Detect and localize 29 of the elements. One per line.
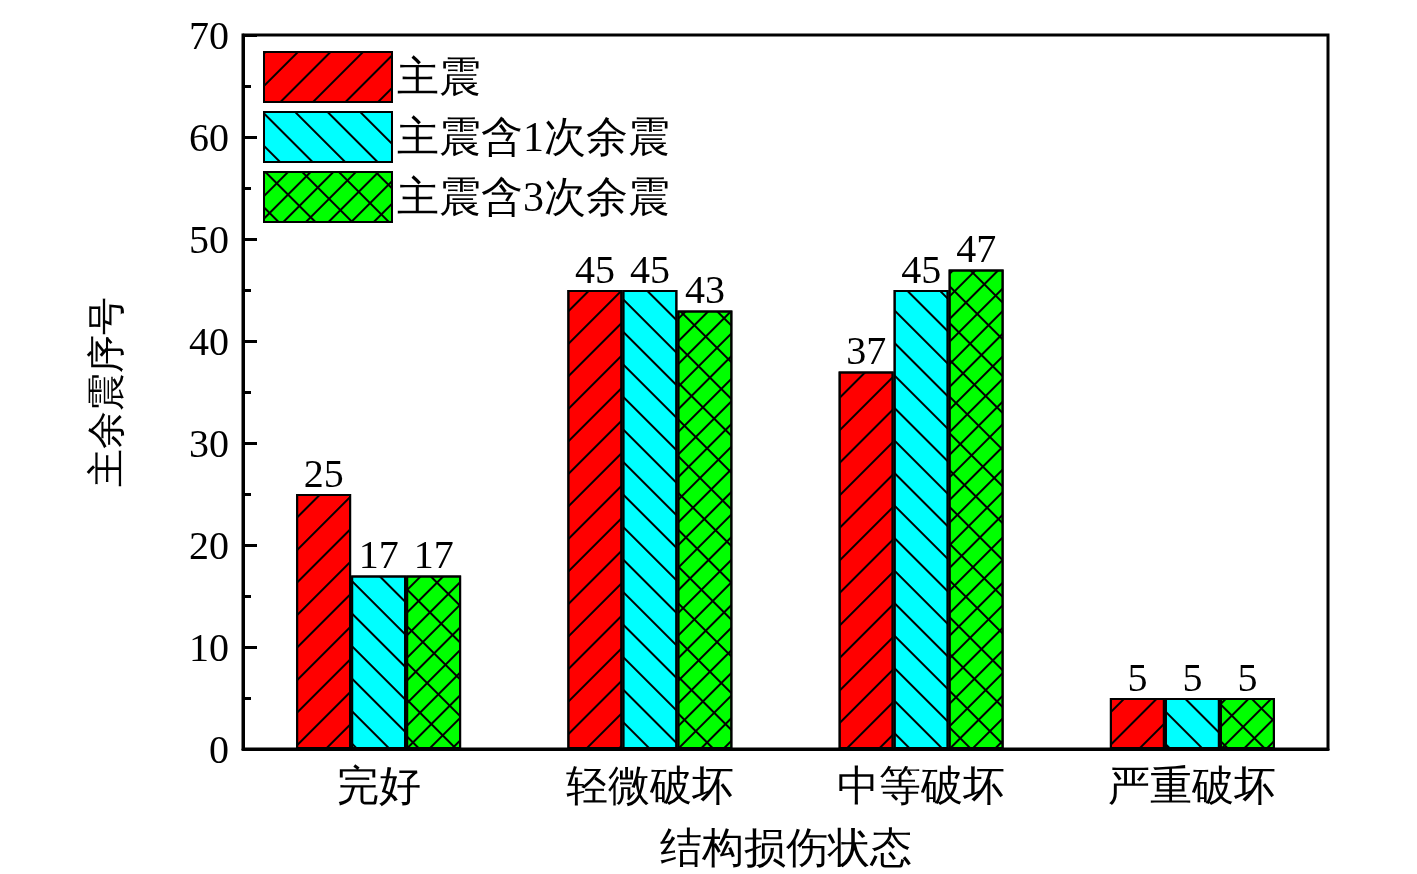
data-label: 43 <box>684 266 725 312</box>
data-label: 45 <box>574 246 615 292</box>
y-tick-label: 0 <box>209 726 229 772</box>
legend-label: 主震 <box>397 54 481 100</box>
y-tick-label: 70 <box>189 12 229 58</box>
data-label: 47 <box>956 226 997 272</box>
data-label: 5 <box>1182 654 1203 700</box>
data-label: 17 <box>413 532 454 578</box>
data-label: 25 <box>303 450 344 496</box>
y-tick-label: 20 <box>189 522 229 568</box>
y-tick-label: 40 <box>189 318 229 364</box>
data-label: 5 <box>1127 654 1148 700</box>
data-label: 45 <box>629 246 670 292</box>
data-label: 5 <box>1237 654 1258 700</box>
legend-label: 主震含1次余震 <box>397 114 670 160</box>
x-axis-title: 结构损伤状态 <box>659 825 912 871</box>
y-axis-title: 主余震序号 <box>85 297 127 487</box>
x-tick-label: 中等破坏 <box>837 763 1006 809</box>
x-tick-label: 完好 <box>336 763 421 809</box>
y-tick-label: 10 <box>189 624 229 670</box>
x-tick-label: 轻微破坏 <box>565 763 734 809</box>
y-tick-label: 30 <box>189 420 229 466</box>
x-tick-label: 严重破坏 <box>1108 763 1277 809</box>
data-label: 45 <box>901 246 942 292</box>
data-label: 37 <box>846 328 887 374</box>
y-tick-label: 60 <box>189 114 229 160</box>
y-tick-label: 50 <box>189 216 229 262</box>
data-label: 17 <box>358 532 399 578</box>
legend-label: 主震含3次余震 <box>397 174 670 220</box>
